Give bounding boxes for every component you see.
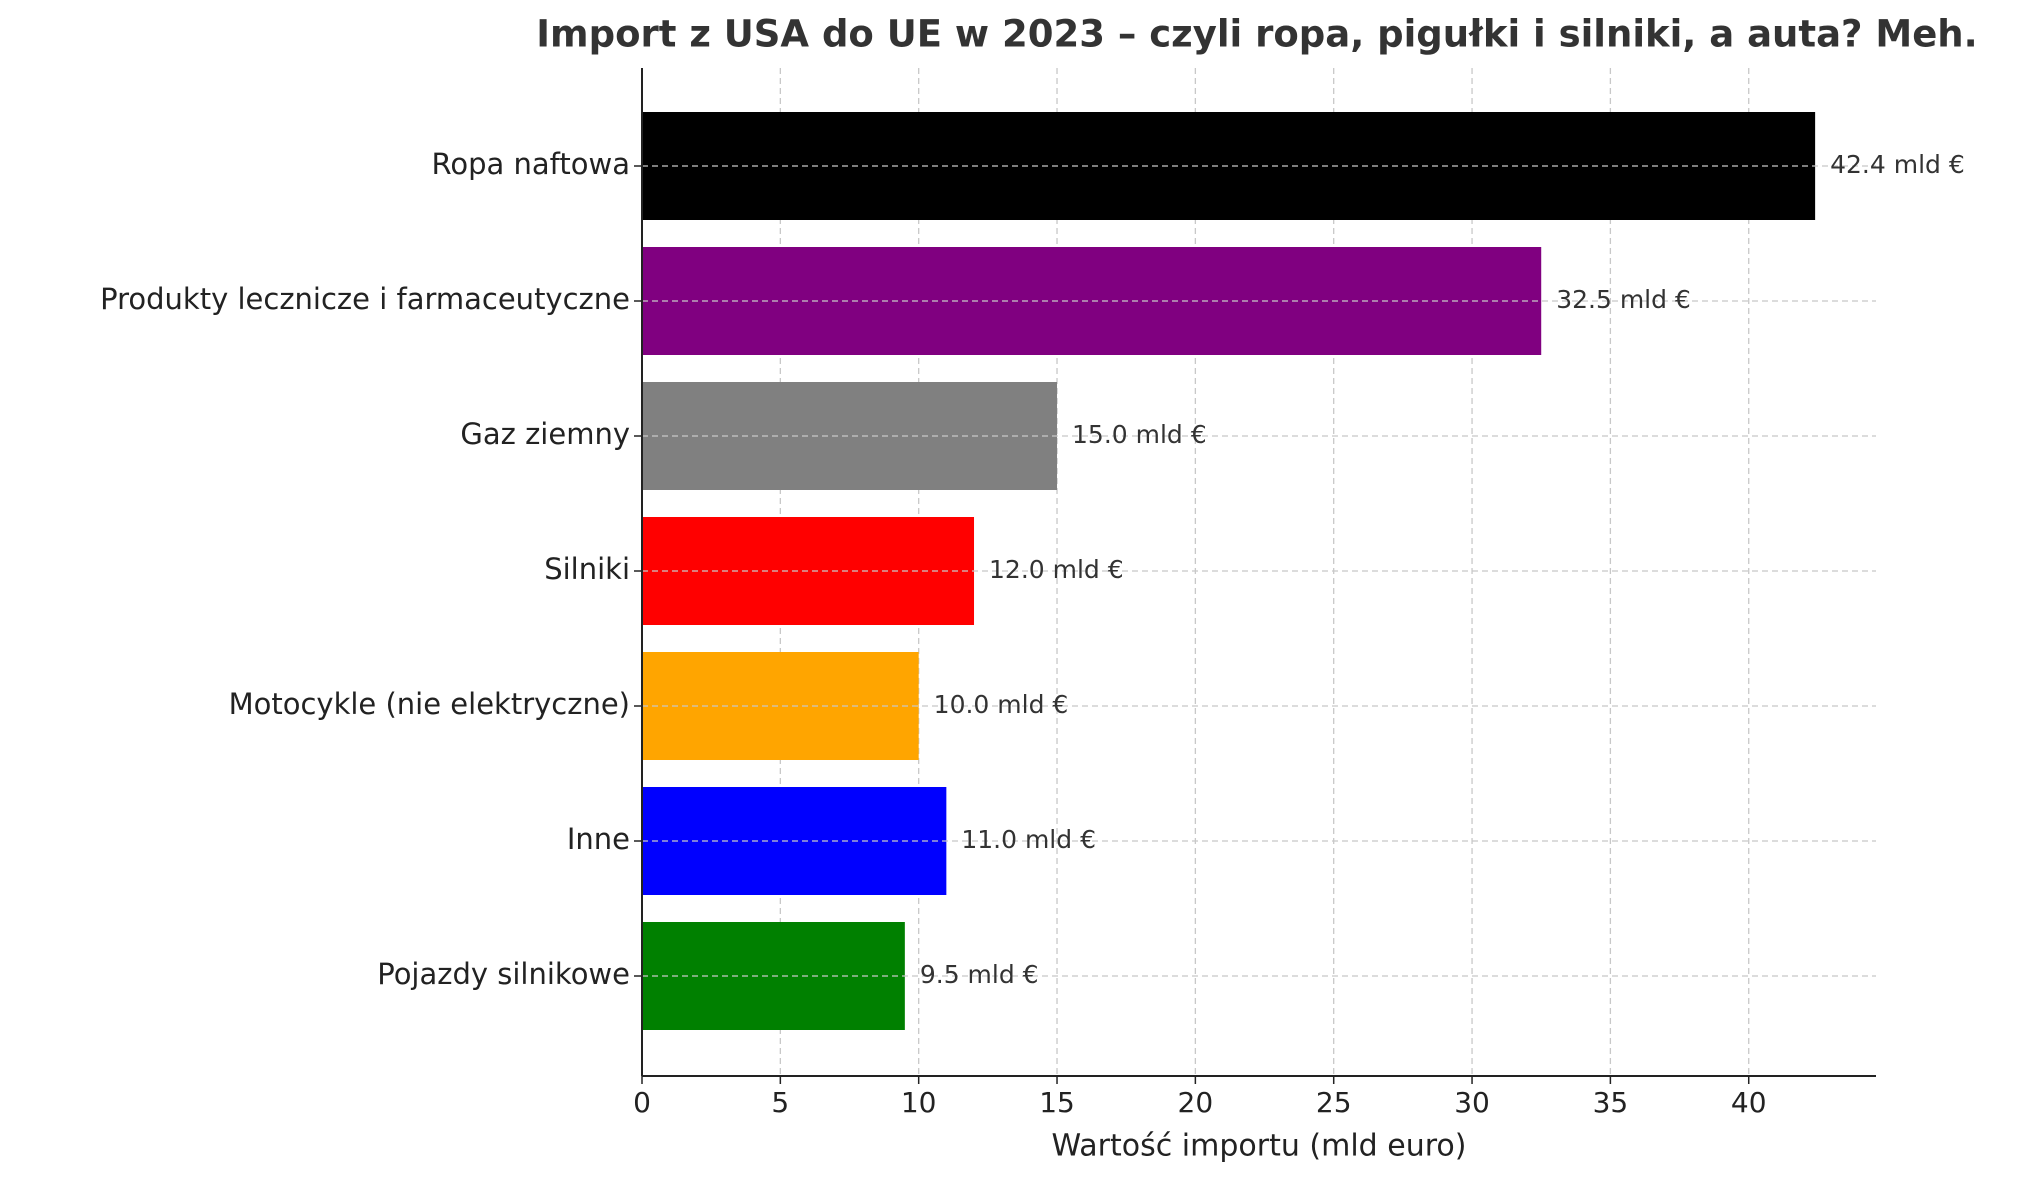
x-tick-label: 10: [901, 1086, 937, 1119]
bar: [642, 247, 1542, 355]
y-tick-label: Gaz ziemny: [460, 417, 630, 451]
data-label: 9.5 mld €: [920, 960, 1039, 989]
data-label: 10.0 mld €: [934, 690, 1069, 719]
y-tick-label: Silniki: [544, 552, 630, 586]
chart-title: Import z USA do UE w 2023 – czyli ropa, …: [536, 13, 1977, 56]
x-tick-label: 5: [771, 1086, 789, 1119]
y-tick-label: Pojazdy silnikowe: [377, 957, 630, 991]
x-axis-label: Wartość importu (mld euro): [1052, 1129, 1467, 1164]
y-tick-label: Motocykle (nie elektryczne): [229, 687, 630, 721]
data-label: 12.0 mld €: [989, 555, 1124, 584]
data-label: 11.0 mld €: [961, 825, 1096, 854]
data-label: 32.5 mld €: [1556, 285, 1691, 314]
x-tick-label: 40: [1731, 1086, 1767, 1119]
x-tick-label: 20: [1178, 1086, 1214, 1119]
y-tick-label: Inne: [567, 822, 630, 856]
x-tick-label: 35: [1593, 1086, 1629, 1119]
data-label: 42.4 mld €: [1830, 150, 1965, 179]
data-label: 15.0 mld €: [1072, 420, 1207, 449]
x-tick-label: 30: [1454, 1086, 1490, 1119]
y-tick-label: Produkty lecznicze i farmaceutyczne: [100, 282, 630, 316]
x-tick-label: 0: [633, 1086, 651, 1119]
x-tick-label: 15: [1039, 1086, 1075, 1119]
x-tick-label: 25: [1316, 1086, 1352, 1119]
y-tick-label: Ropa naftowa: [432, 147, 630, 181]
